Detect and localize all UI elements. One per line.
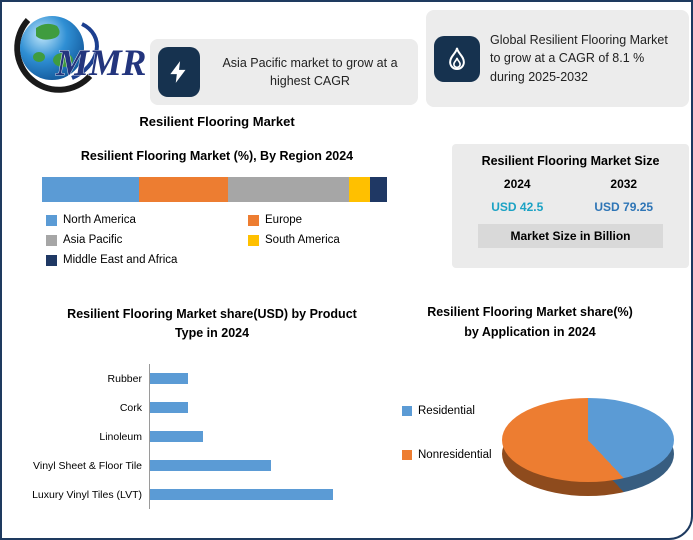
product-bar-chart: Rubber Cork Linoleum Vinyl Sheet & Floor Ti… [32,364,388,509]
bar-category-label: Vinyl Sheet & Floor Tile [33,459,142,472]
page-title: Resilient Flooring Market [139,114,295,129]
market-size-panel: Resilient Flooring Market Size 2024 2032… [452,144,689,268]
legend-label: Residential [418,405,475,417]
region-legend-item: South America [248,234,391,246]
callout-text: Global Resilient Flooring Market to grow… [490,33,668,84]
bar [150,431,204,442]
region-segment [349,177,370,202]
pie-top [502,398,674,482]
bar-category-label: Cork [119,401,142,414]
globe-icon: MMR [14,16,147,93]
bar [150,402,189,413]
bar [150,460,271,471]
region-legend-item: Europe [248,214,391,226]
callout-text: Asia Pacific market to grow at a highest… [222,55,398,88]
bar-track [149,422,388,451]
legend-label: Asia Pacific [63,234,123,246]
legend-swatch [46,214,57,226]
bar-category-label: Rubber [107,372,142,385]
legend-swatch [402,449,412,460]
product-chart-title: Resilient Flooring Market share(USD) by … [67,307,357,341]
market-size-values-row: USD 42.5 USD 79.25 [464,200,677,214]
legend-label: Nonresidential [418,448,492,461]
region-segment [138,177,229,202]
legend-swatch [248,214,259,226]
bar-track [149,451,388,480]
bar [150,489,334,500]
legend-swatch [248,234,259,246]
region-legend: North America Europe Asia Pacific South Ame… [46,214,391,266]
bar-row: Linoleum [32,422,388,451]
region-legend-item: North America [46,214,248,226]
application-legend-item: Nonresidential [402,448,494,464]
market-size-year: 2024 [503,177,531,191]
market-size-value: USD 42.5 [491,200,544,214]
legend-label: North America [63,214,136,226]
bar-row: Cork [32,393,388,422]
region-legend-item: Asia Pacific [46,234,248,246]
region-stacked-bar [42,177,387,202]
callout-global-cagr: Global Resilient Flooring Market to grow… [426,10,689,107]
legend-swatch [402,406,412,416]
legend-label: Middle East and Africa [63,254,178,266]
application-pie-chart [502,398,674,498]
bar-category-label: Luxury Vinyl Tiles (LVT) [32,488,142,501]
application-legend-item: Residential [402,404,494,420]
market-size-year: 2032 [610,177,638,191]
mmr-logo: MMR [8,6,156,104]
region-segment [228,177,350,202]
region-legend-item: Middle East and Africa [46,254,248,266]
application-legend: Residential Nonresidential [402,404,494,463]
region-segment [369,177,387,202]
bar-row: Rubber [32,364,388,393]
market-size-years-row: 2024 2032 [464,177,677,191]
lightning-icon [158,47,200,97]
flame-icon [434,35,480,82]
logo-text: MMR [55,43,146,84]
bar-track [149,480,388,509]
bar-row: Luxury Vinyl Tiles (LVT) [32,480,388,509]
bar-row: Vinyl Sheet & Floor Tile [32,451,388,480]
region-chart-title: Resilient Flooring Market (%), By Region… [80,149,354,163]
market-size-value: USD 79.25 [594,200,654,214]
callout-asia-pacific: Asia Pacific market to grow at a highest… [150,39,418,105]
legend-swatch [46,234,57,246]
market-size-title: Resilient Flooring Market Size [481,154,660,168]
legend-swatch [46,254,57,266]
market-size-unit: Market Size in Billion [478,224,663,248]
bar [150,373,189,384]
bar-track [149,393,388,422]
legend-label: South America [265,234,340,246]
bar-category-label: Linoleum [99,430,142,443]
bar-track [149,364,388,393]
legend-label: Europe [265,214,303,226]
application-chart-title: Resilient Flooring Market share(%) by Ap… [427,305,633,339]
region-segment [42,177,139,202]
